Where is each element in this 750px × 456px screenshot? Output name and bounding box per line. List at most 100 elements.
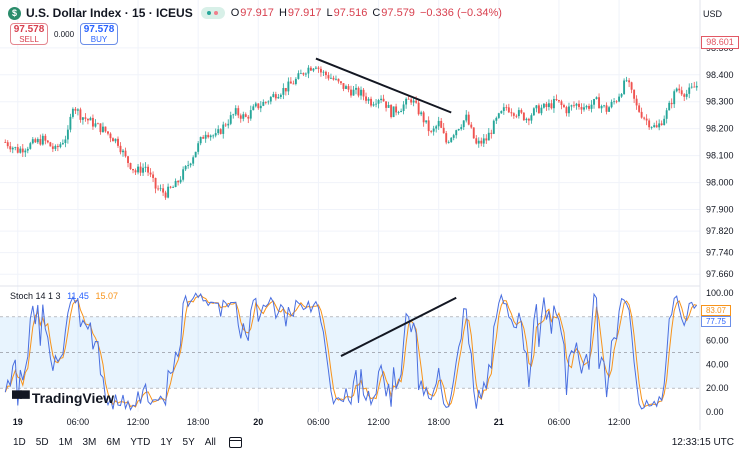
candle [277,93,280,99]
symbol-title[interactable]: U.S. Dollar Index · 15 · ICEUS [26,6,193,20]
candle-body [355,87,357,90]
candle [21,144,24,158]
candle [570,104,573,111]
candle-body [317,67,320,69]
candle-body [395,106,398,113]
stoch-name: Stoch 14 1 3 [10,291,61,301]
candle-body [430,131,433,132]
range-1m-button[interactable]: 1M [58,436,73,448]
candle [299,69,302,74]
candle [11,146,14,154]
candle-body [16,147,19,153]
range-all-button[interactable]: All [204,436,216,448]
sell-button[interactable]: 97.578 SELL [10,23,48,45]
range-1d-button[interactable]: 1D [13,436,26,448]
range-5y-button[interactable]: 5Y [182,436,195,448]
utc-clock[interactable]: 12:33:15 UTC [671,436,734,448]
candle [282,83,285,100]
stoch-trendline[interactable] [340,296,457,357]
buy-price: 97.578 [83,24,115,35]
candle-body [505,107,508,109]
price-tick-label: 98.300 [706,97,734,107]
stoch-legend[interactable]: Stoch 14 1 3 11.45 15.07 [10,291,118,301]
candle-body [410,99,413,103]
tradingview-logo[interactable]: ▀▀ TradingView [12,390,114,406]
candle-body [628,80,631,83]
candle [335,75,337,81]
candle [340,81,342,86]
candle-body [525,118,528,121]
candle [74,106,77,115]
candle-body [81,117,84,120]
candle [167,183,170,199]
currency-label[interactable]: USD [702,9,722,19]
time-tick-label: 21 [494,417,504,427]
candle-body [427,120,430,132]
candle-body [565,107,568,114]
candle [390,104,393,119]
candle [470,122,473,129]
candle [555,94,558,101]
candle-body [119,145,122,153]
range-3m-button[interactable]: 3M [82,436,97,448]
sell-price: 97.578 [13,24,45,35]
candle-body [578,103,580,108]
candle [445,131,448,145]
candle-body [445,133,448,143]
candle-body [425,120,428,123]
candle [330,73,332,79]
candle-body [442,127,445,134]
calendar-icon[interactable] [228,436,242,448]
candle-body [685,93,688,97]
candle [272,91,275,98]
candle [132,168,134,174]
candle-body [638,105,641,112]
candle [109,132,112,143]
candle [269,95,272,105]
candle [522,112,525,121]
range-6m-button[interactable]: 6M [106,436,121,448]
candle [26,146,29,154]
candle-body [242,114,245,119]
candle [370,96,372,108]
candle-body [542,103,545,108]
candle-body [440,120,443,128]
range-1y-button[interactable]: 1Y [160,436,173,448]
market-status-icon[interactable] [200,7,225,19]
candle [537,103,540,114]
candle-body [134,170,137,173]
candle [480,137,483,147]
candle-body [352,89,355,96]
candle [294,77,297,86]
range-5d-button[interactable]: 5D [35,436,49,448]
candle [467,111,470,126]
brand-name: TradingView [31,390,115,406]
candle-body [304,73,307,75]
candle-body [455,130,458,136]
range-ytd-button[interactable]: YTD [130,436,151,448]
candle-body [618,96,621,102]
candle [585,104,588,110]
candle-body [330,77,332,79]
candle [214,128,217,138]
price-trendline[interactable] [315,57,452,114]
candle [502,103,505,115]
candle [189,162,192,168]
candle-body [272,94,275,98]
candle-body [282,87,285,95]
candle-body [422,112,425,123]
candle-body [492,120,495,134]
candle [44,133,47,145]
candle-body [39,139,42,145]
low-value: 97.516 [333,7,368,19]
candle-body [69,116,72,130]
last-price-tag: 98.601 [701,36,739,49]
candle-body [109,133,112,139]
candle [14,146,17,151]
buy-button[interactable]: 97.578 BUY [80,23,118,45]
candle-body [517,110,520,117]
candle-body [209,135,212,138]
candle [440,118,443,129]
candle [442,123,445,134]
